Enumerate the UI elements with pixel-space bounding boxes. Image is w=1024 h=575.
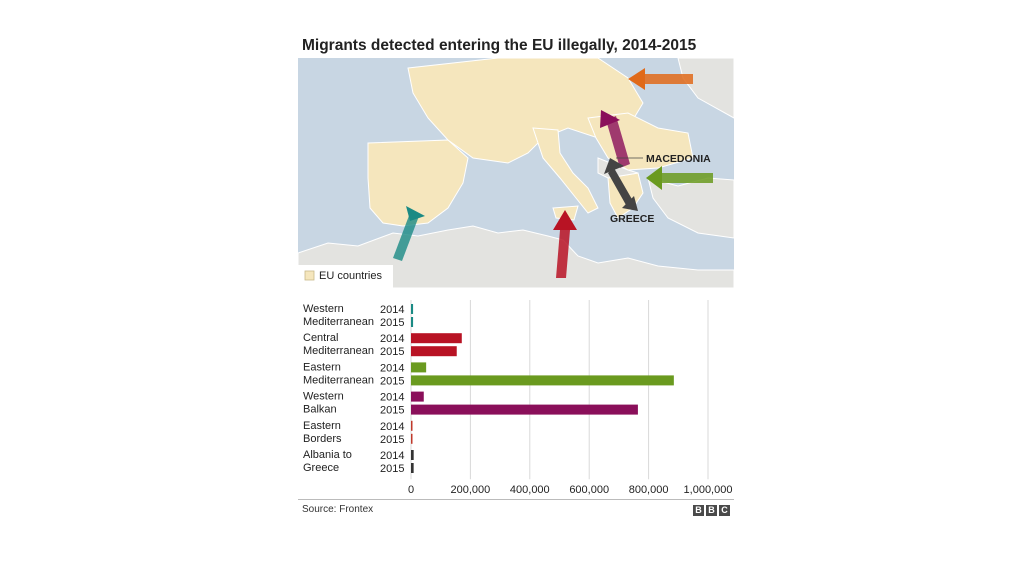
x-tick-label: 400,000: [510, 484, 550, 496]
europe-map: MACEDONIA GREECE EU countries: [298, 58, 734, 288]
x-tick-label: 800,000: [629, 484, 669, 496]
macedonia-label: MACEDONIA: [646, 153, 711, 165]
legend-eu-swatch: [304, 270, 315, 281]
bar: [411, 463, 414, 473]
category-label: Mediterranean: [303, 316, 374, 328]
bar: [411, 304, 414, 314]
italy-land: [532, 127, 599, 214]
arrow-central-mediterranean: [553, 210, 577, 278]
year-label: 2015: [380, 405, 404, 417]
bbc-logo-letter: B: [693, 505, 704, 516]
x-tick-label: 200,000: [451, 484, 491, 496]
year-label: 2015: [380, 463, 404, 475]
category-label: Balkan: [303, 404, 337, 416]
bar: [411, 362, 427, 373]
category-label: Albania to: [303, 449, 352, 461]
bar: [411, 404, 638, 415]
category-label: Western: [303, 391, 344, 403]
turkey-land: [647, 177, 734, 239]
bar: [411, 391, 424, 402]
bar: [411, 333, 462, 344]
year-label: 2014: [380, 304, 404, 316]
arrow-eastern-borders: [628, 68, 693, 90]
bar-chart: 0 200,000 400,000 600,000 800,000 1,000,000 We…: [303, 300, 733, 496]
year-label: 2014: [380, 421, 404, 433]
bar: [411, 433, 413, 444]
category-label: Eastern: [303, 361, 341, 373]
source-note: Source: Frontex: [302, 504, 374, 515]
chart-title: Migrants detected entering the EU illega…: [302, 37, 697, 54]
category-label: Central: [303, 332, 338, 344]
arrow-western-mediterranean: [393, 206, 425, 261]
bbc-logo-letter: B: [706, 505, 717, 516]
year-label: 2014: [380, 362, 404, 374]
footer-divider: [298, 499, 734, 500]
category-label: Greece: [303, 462, 339, 474]
bbc-logo-letter: C: [719, 505, 730, 516]
year-label: 2015: [380, 375, 404, 387]
legend-eu-label: EU countries: [319, 270, 382, 282]
greece-label: GREECE: [610, 213, 654, 225]
bar: [411, 317, 414, 327]
year-label: 2014: [380, 392, 404, 404]
category-label: Mediterranean: [303, 345, 374, 357]
x-tick-label: 600,000: [569, 484, 609, 496]
iberia-land: [367, 139, 469, 227]
bar: [411, 346, 457, 357]
arrow-eastern-mediterranean: [646, 166, 713, 190]
bbc-logo: B B C: [693, 505, 730, 516]
year-label: 2014: [380, 333, 404, 345]
year-label: 2015: [380, 317, 404, 329]
category-label: Mediterranean: [303, 374, 374, 386]
category-label: Eastern: [303, 420, 341, 432]
map-legend-box: [298, 265, 393, 288]
year-label: 2015: [380, 434, 404, 446]
arrow-western-balkan: [600, 110, 630, 168]
x-tick-label: 0: [408, 484, 414, 496]
year-label: 2015: [380, 346, 404, 358]
category-label: Western: [303, 303, 344, 315]
year-label: 2014: [380, 450, 404, 462]
arrow-albania-greece: [604, 158, 638, 211]
x-tick-label: 1,000,000: [684, 484, 733, 496]
category-label: Borders: [303, 433, 342, 445]
bar: [411, 420, 413, 431]
bar: [411, 375, 674, 386]
bar: [411, 450, 414, 460]
